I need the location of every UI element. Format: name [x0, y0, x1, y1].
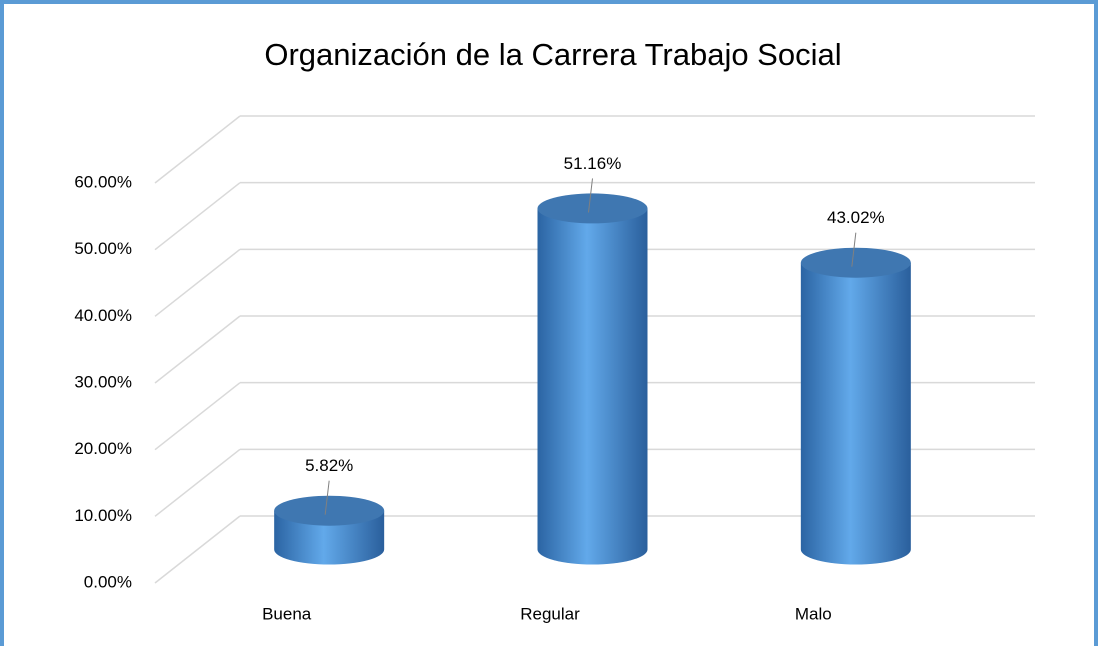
grid-side-line	[154, 248, 241, 317]
bar	[800, 262, 911, 565]
y-tick-label: 30.00%	[74, 372, 132, 391]
x-tick-label: Regular	[520, 604, 580, 623]
bar-top	[274, 495, 385, 526]
x-tick-label: Malo	[795, 604, 832, 623]
data-label: 43.02%	[827, 208, 885, 227]
y-tick-label: 40.00%	[74, 306, 132, 325]
y-tick-label: 10.00%	[74, 506, 132, 525]
bar-top	[800, 247, 911, 278]
y-tick-label: 60.00%	[74, 172, 132, 191]
leader-line	[851, 232, 857, 267]
data-label: 51.16%	[564, 154, 622, 173]
grid-side-line	[154, 115, 241, 184]
grid-side-line	[154, 382, 241, 451]
grid-side-line	[154, 448, 241, 517]
bar	[537, 208, 648, 565]
leader-line	[324, 480, 330, 515]
y-tick-label: 50.00%	[74, 239, 132, 258]
bar	[274, 510, 385, 565]
grid-side-line	[154, 315, 241, 384]
grid-side-line	[154, 515, 241, 584]
chart-title: Organización de la Carrera Trabajo Socia…	[264, 37, 841, 72]
bar-top	[537, 193, 648, 224]
grid-side-line	[154, 182, 241, 251]
x-tick-label: Buena	[262, 604, 312, 623]
leader-line	[588, 178, 593, 213]
y-tick-label: 20.00%	[74, 439, 132, 458]
y-tick-label: 0.00%	[84, 572, 132, 591]
data-label: 5.82%	[305, 456, 353, 475]
